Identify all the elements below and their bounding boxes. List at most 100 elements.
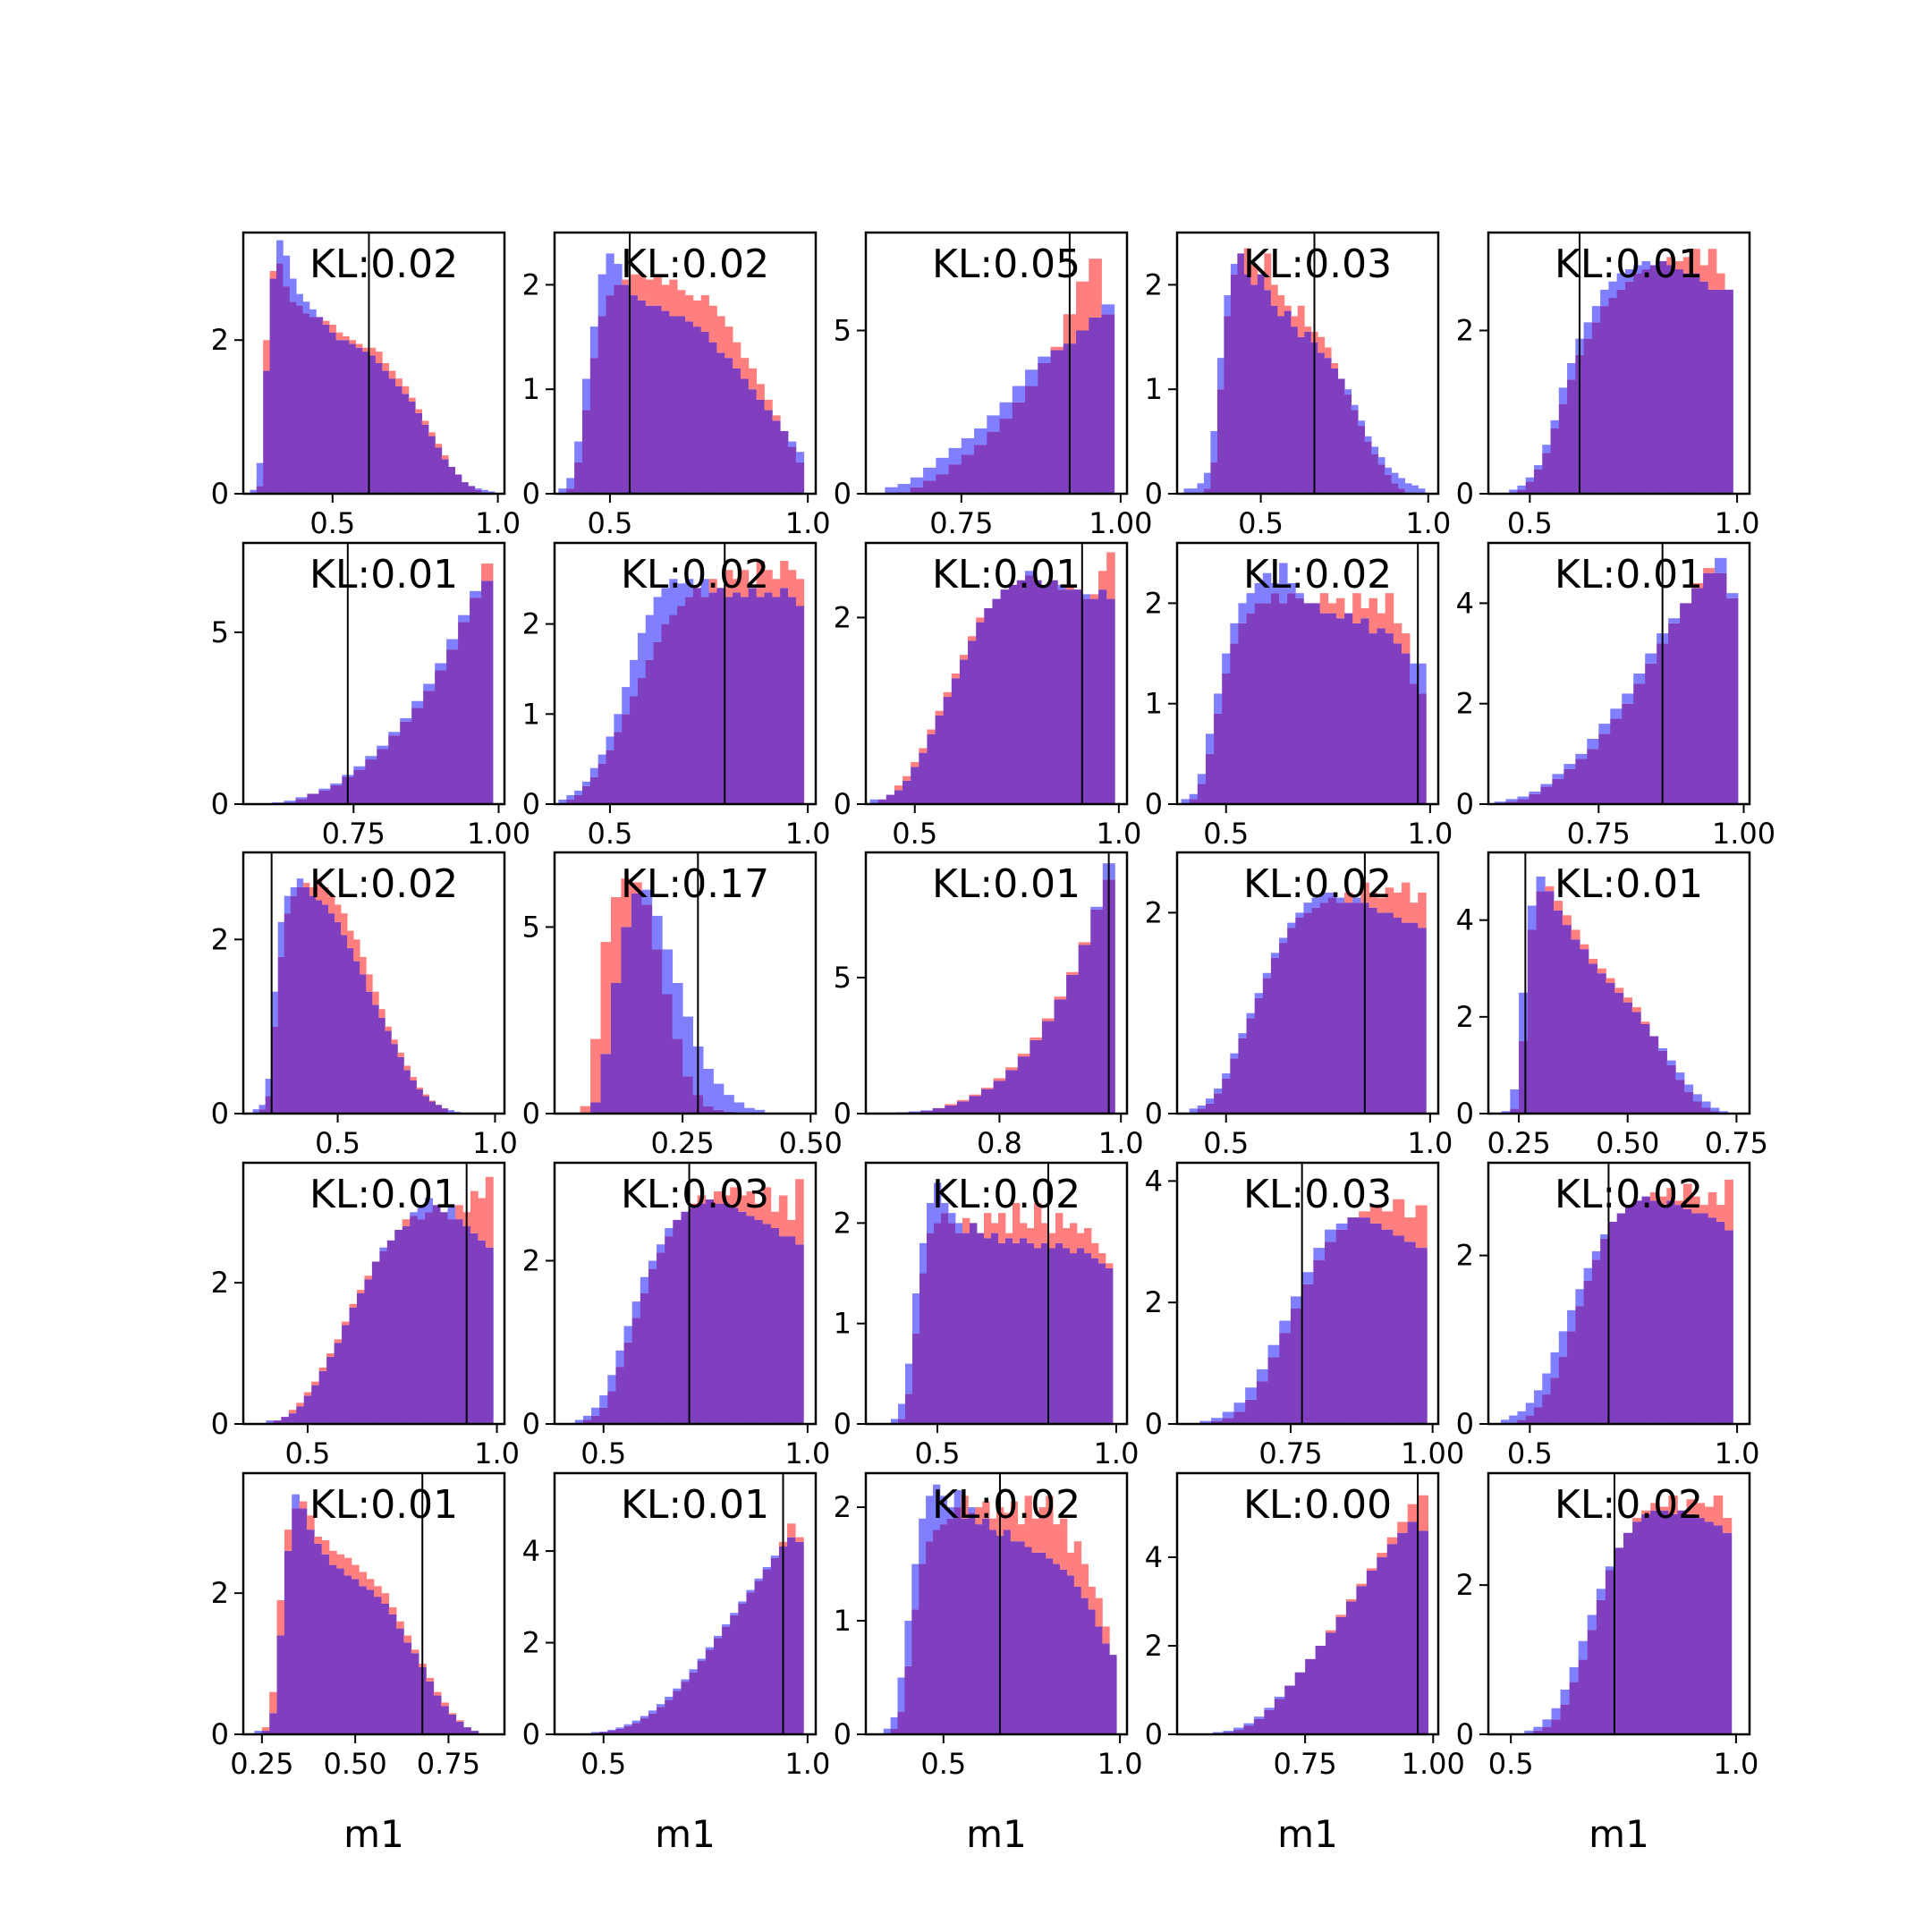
bar-red	[341, 913, 348, 936]
bar-overlap	[748, 389, 758, 494]
bar-red	[1359, 1211, 1371, 1218]
bar-blue	[1542, 1719, 1552, 1727]
bar-overlap	[283, 286, 291, 494]
bar-red	[795, 579, 805, 606]
x-tick-label: 0.5	[915, 1436, 961, 1470]
bar-blue	[1567, 363, 1576, 380]
bar-blue	[932, 1484, 941, 1530]
bar-overlap	[388, 735, 401, 804]
bar-overlap	[1614, 992, 1624, 1114]
bar-overlap	[1567, 1331, 1576, 1424]
bar-overlap	[1080, 1597, 1089, 1734]
bar-overlap	[1542, 1394, 1551, 1424]
bar-overlap	[677, 606, 686, 804]
y-tick-label: 0	[834, 477, 852, 511]
bar-overlap	[1633, 273, 1642, 494]
bar-overlap	[1313, 1259, 1326, 1424]
bar-overlap	[1216, 389, 1224, 494]
bar-blue	[1398, 478, 1405, 489]
bar-blue	[1335, 1223, 1348, 1230]
y-tick-label: 0	[522, 1097, 540, 1131]
bar-overlap	[1393, 1235, 1405, 1424]
bar-overlap	[265, 1096, 273, 1114]
bar-overlap	[911, 1609, 919, 1734]
bar-blue	[1657, 1048, 1667, 1051]
bar-red	[349, 340, 357, 344]
histogram-bars	[1500, 1179, 1733, 1424]
bar-blue	[411, 700, 424, 708]
bar-blue	[265, 1079, 273, 1097]
bar-overlap	[685, 597, 694, 804]
y-tick-label: 0	[211, 1717, 229, 1751]
bar-red	[1682, 1183, 1692, 1209]
bar-overlap	[1691, 1213, 1700, 1424]
kl-annotation: KL:0.02	[1555, 1482, 1703, 1528]
bar-overlap	[1536, 891, 1546, 1114]
bar-blue	[1254, 993, 1264, 998]
bar-overlap	[1290, 1308, 1303, 1424]
bar-overlap	[1608, 1221, 1618, 1424]
bar-overlap	[661, 623, 670, 804]
bar-blue	[640, 1276, 649, 1293]
bar-overlap	[681, 1682, 690, 1734]
bar-overlap	[992, 598, 1001, 804]
bar-red	[894, 785, 903, 791]
bar-blue	[689, 1669, 699, 1673]
bar-overlap	[1327, 897, 1337, 1114]
bar-blue	[1608, 281, 1618, 298]
bar-blue	[883, 1728, 892, 1734]
bar-overlap	[1610, 718, 1623, 804]
bar-red	[740, 570, 750, 597]
bar-overlap	[1533, 1730, 1543, 1734]
bar-overlap	[1377, 464, 1385, 494]
bar-red	[1034, 1202, 1042, 1249]
bar-blue	[1410, 663, 1419, 684]
bar-blue	[653, 597, 662, 642]
bar-overlap	[1041, 584, 1050, 804]
panel-15: 0.25 0.50 0.75 0 2 4 KL:0.01	[1456, 851, 1768, 1160]
bar-blue	[1189, 1108, 1199, 1114]
bar-overlap	[1632, 1521, 1642, 1734]
bar-red	[1277, 295, 1285, 317]
bar-overlap	[1245, 1399, 1258, 1424]
bar-overlap	[1684, 1091, 1694, 1114]
bar-overlap	[1657, 1050, 1667, 1114]
bar-overlap	[341, 935, 348, 1114]
bar-red	[1304, 326, 1312, 332]
bar-blue	[1210, 430, 1218, 462]
bar-overlap	[1545, 891, 1555, 1114]
bar-overlap	[1710, 1111, 1720, 1114]
bar-red	[1326, 1630, 1336, 1633]
bar-red	[1005, 1233, 1013, 1239]
bar-blue	[1371, 446, 1379, 454]
bar-blue	[661, 588, 670, 624]
bar-overlap	[1311, 907, 1321, 1114]
y-tick-label: 2	[522, 607, 540, 641]
x-tick-label: 1.0	[475, 506, 521, 540]
bar-overlap	[261, 1731, 270, 1734]
bar-overlap	[1055, 1242, 1063, 1424]
bar-overlap	[1089, 598, 1099, 804]
bar-overlap	[1668, 1513, 1678, 1734]
histogram-bars	[1213, 1495, 1428, 1734]
x-tick-label: 1.0	[1096, 817, 1141, 851]
bar-overlap	[1041, 1021, 1055, 1114]
bar-overlap	[309, 895, 317, 1114]
bar-blue	[648, 1260, 657, 1269]
bar-overlap	[1050, 350, 1064, 494]
bar-blue	[1246, 1013, 1256, 1019]
panel-22: 0.5 1.0 0 2 4 KL:0.01	[522, 1471, 830, 1781]
x-tick-label: 0.5	[1203, 1126, 1249, 1160]
bar-red	[388, 370, 396, 379]
bar-overlap	[597, 316, 606, 494]
bar-overlap	[1377, 628, 1386, 804]
bar-blue	[377, 745, 389, 750]
bar-blue	[682, 1016, 693, 1077]
bar-red	[1003, 1513, 1012, 1530]
bar-red	[772, 579, 781, 597]
bar-overlap	[977, 1233, 985, 1424]
axes-frame	[242, 231, 506, 496]
bar-overlap	[448, 466, 455, 494]
bar-blue	[581, 378, 591, 411]
bar-red	[1013, 1202, 1021, 1243]
